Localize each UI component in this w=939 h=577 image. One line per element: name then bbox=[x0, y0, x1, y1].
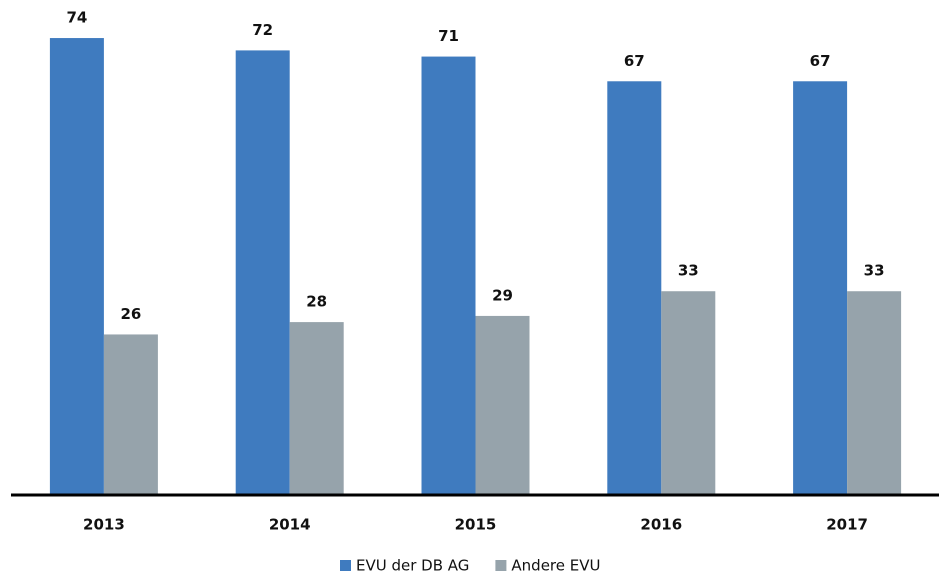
x-tick-label: 2016 bbox=[640, 516, 682, 534]
bar bbox=[421, 56, 476, 495]
data-label: 33 bbox=[864, 262, 885, 280]
bar bbox=[847, 291, 902, 495]
bar bbox=[235, 50, 290, 496]
legend-swatch bbox=[495, 560, 507, 571]
legend-swatch bbox=[340, 560, 351, 571]
data-label: 74 bbox=[66, 9, 87, 27]
bar bbox=[607, 81, 662, 496]
legend-label: Andere EVU bbox=[511, 557, 600, 575]
data-label: 28 bbox=[306, 293, 327, 311]
bar bbox=[661, 291, 716, 495]
data-label: 67 bbox=[624, 52, 645, 70]
bar bbox=[793, 81, 848, 496]
bar bbox=[289, 322, 344, 495]
x-tick-label: 2014 bbox=[269, 516, 311, 534]
data-label: 71 bbox=[438, 27, 459, 45]
data-label: 72 bbox=[252, 21, 273, 39]
x-tick-label: 2017 bbox=[826, 516, 868, 534]
x-tick-label: 2015 bbox=[455, 516, 497, 534]
data-label: 33 bbox=[678, 262, 699, 280]
data-label: 67 bbox=[810, 52, 831, 70]
bar bbox=[475, 315, 530, 495]
bar bbox=[49, 38, 104, 496]
bar bbox=[103, 334, 158, 495]
x-tick-label: 2013 bbox=[83, 516, 125, 534]
data-label: 29 bbox=[492, 286, 513, 304]
data-label: 26 bbox=[120, 305, 141, 323]
legend-label: EVU der DB AG bbox=[356, 557, 469, 575]
